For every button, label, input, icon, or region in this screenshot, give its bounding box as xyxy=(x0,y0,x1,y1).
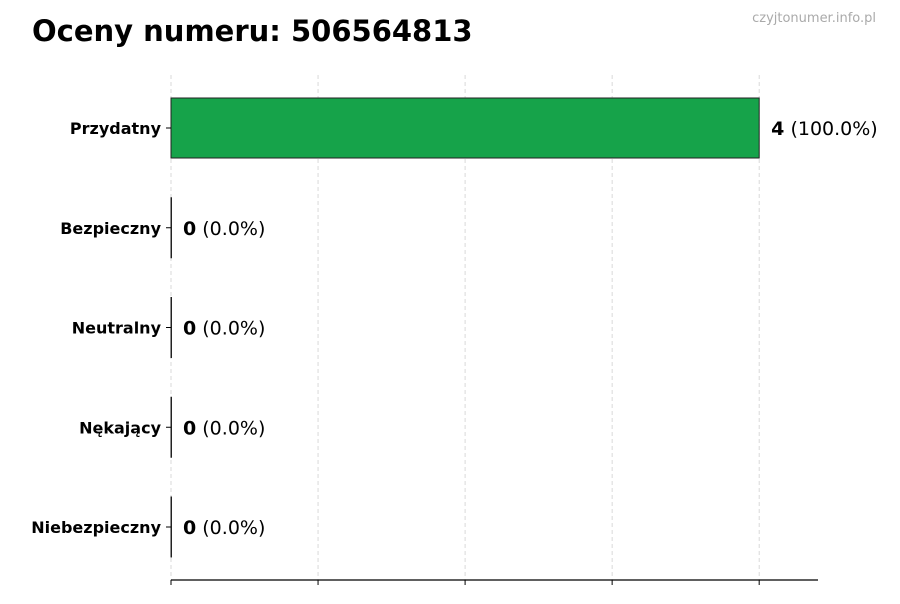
bar xyxy=(170,496,172,558)
data-label-value: 4 xyxy=(771,118,784,140)
bar xyxy=(170,396,172,458)
bar xyxy=(170,97,760,159)
axes: Przydatny Bezpieczny Neutralny Nękający Nieb… xyxy=(31,119,818,585)
data-label: 4 (100.0%) xyxy=(771,118,878,140)
data-label: 0 (0.0%) xyxy=(183,218,265,240)
data-label-value: 0 xyxy=(183,517,196,539)
y-tick-label: Przydatny xyxy=(70,119,162,138)
grid xyxy=(170,75,760,580)
data-label-percent: (100.0%) xyxy=(784,118,877,140)
bar xyxy=(170,197,172,259)
bars: 4 (100.0%)0 (0.0%)0 (0.0%)0 (0.0%)0 (0.0… xyxy=(170,97,878,558)
bar xyxy=(170,297,172,358)
data-label: 0 (0.0%) xyxy=(183,517,265,539)
data-label: 0 (0.0%) xyxy=(183,318,265,340)
data-label-percent: (0.0%) xyxy=(196,218,265,240)
y-tick-label: Bezpieczny xyxy=(60,219,161,238)
data-label: 0 (0.0%) xyxy=(183,417,265,439)
data-label-value: 0 xyxy=(183,318,196,340)
y-tick-label: Neutralny xyxy=(72,319,162,338)
y-tick-label: Nękający xyxy=(79,418,161,437)
y-tick-label: Niebezpieczny xyxy=(31,518,161,537)
data-label-percent: (0.0%) xyxy=(196,318,265,340)
data-label-percent: (0.0%) xyxy=(196,417,265,439)
watermark: czyjtonumer.info.pl xyxy=(752,11,876,26)
chart-title: Oceny numeru: 506564813 xyxy=(32,14,473,48)
data-label-value: 0 xyxy=(183,218,196,240)
data-label-value: 0 xyxy=(183,417,196,439)
data-label-percent: (0.0%) xyxy=(196,517,265,539)
